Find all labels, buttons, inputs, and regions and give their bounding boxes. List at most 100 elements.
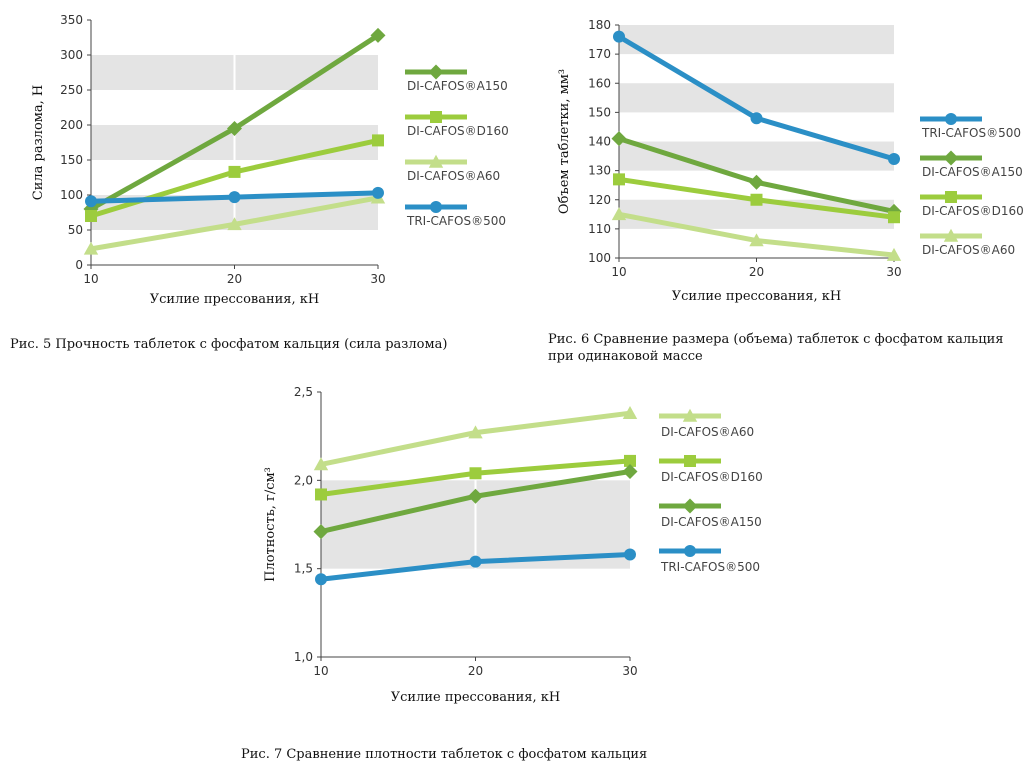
fig6-legend-marker: [945, 191, 957, 203]
fig5-data-point: [228, 191, 241, 204]
fig5-legend-entry: DI-CAFOS®A150: [405, 64, 508, 93]
fig5-y-axis-label: Сила разлома, Н: [31, 85, 46, 200]
fig7-series-TRI500: [315, 548, 636, 586]
fig6-y-tick-label: 170: [588, 47, 611, 61]
fig5-y-tick-label: 200: [60, 118, 83, 132]
fig5-data-point: [227, 121, 242, 136]
fig5-x-tick-label: 30: [370, 272, 385, 286]
fig6-legend-entry: DI-CAFOS®D160: [920, 191, 1024, 218]
fig7-y-axis-label: Плотность, г/см³: [263, 467, 278, 582]
fig6-data-point: [750, 193, 763, 206]
fig5-legend-marker: [428, 154, 444, 168]
fig6-legend-label: DI-CAFOS®A60: [922, 243, 1015, 257]
fig7-series-A150: [313, 464, 638, 540]
fig5-legend-marker: [430, 201, 442, 213]
fig6-y-tick-label: 150: [588, 105, 611, 119]
fig5-data-point: [370, 27, 386, 43]
fig7-legend-marker: [684, 455, 696, 467]
fig6-data-point: [886, 247, 902, 261]
fig6-y-tick-label: 120: [588, 193, 611, 207]
fig7-data-point: [622, 464, 638, 479]
fig6-data-point: [613, 30, 625, 43]
fig5-series-TRI500: [85, 186, 384, 208]
fig7-legend-label: DI-CAFOS®D160: [661, 470, 763, 484]
chart-fig6: 100 110 120 130 140 150 160 170 180 10 20 30 Усилие …: [557, 18, 1024, 304]
fig6-x-axis-label: Усилие прессования, кН: [672, 289, 841, 304]
fig6-series-D160: [613, 173, 900, 224]
chart-fig7: 1,0 1,5 2,0 2,5 10 20 30 Усилие прессования, кН…: [263, 385, 763, 705]
fig5-y-tick-label: 50: [68, 223, 83, 237]
fig7-legend-label: DI-CAFOS®A60: [661, 425, 754, 439]
fig5-data-point: [83, 241, 99, 255]
fig7-data-point: [313, 524, 329, 540]
fig5-data-point: [85, 195, 97, 208]
fig5-legend-label: DI-CAFOS®A60: [407, 169, 500, 183]
fig7-y-tick-label: 1,0: [294, 650, 313, 664]
fig6-x-tick-label: 20: [749, 265, 764, 279]
fig7-data-point: [313, 457, 329, 471]
fig7-legend-label: DI-CAFOS®A150: [661, 515, 762, 529]
fig5-y-tick-label: 100: [60, 188, 83, 202]
fig5-data-point: [85, 210, 97, 222]
fig6-legend-marker: [945, 113, 957, 125]
fig6-data-point: [749, 174, 764, 190]
fig7-data-point: [624, 454, 636, 467]
fig6-legend-marker: [943, 150, 959, 166]
fig5-legend-entry: DI-CAFOS®D160: [405, 111, 509, 138]
fig5-y-tick-label: 0: [75, 258, 83, 272]
fig6-legend-marker: [943, 228, 959, 242]
fig7-legend-marker: [684, 545, 696, 557]
fig6-data-point: [750, 112, 763, 125]
fig6-y-tick-label: 180: [588, 18, 611, 32]
fig7-x-axis-label: Усилие прессования, кН: [391, 690, 560, 705]
fig6-series-TRI500: [613, 30, 900, 165]
fig6-y-tick-label: 160: [588, 76, 611, 90]
fig6-y-tick-label: 140: [588, 135, 611, 149]
fig5-x-tick-label: 10: [83, 272, 98, 286]
fig7-data-point: [315, 488, 327, 501]
fig7-y-tick-label: 2,0: [294, 473, 313, 487]
fig6-caption: Рис. 6 Сравнение размера (объема) таблет…: [548, 332, 1004, 364]
fig5-legend-label: DI-CAFOS®A150: [407, 79, 508, 93]
fig7-series-D160: [315, 454, 636, 501]
fig7-x-tick-label: 30: [622, 664, 637, 678]
fig7-data-point: [469, 555, 482, 568]
fig5-y-tick-label: 350: [60, 13, 83, 27]
fig5-legend-entry: DI-CAFOS®A60: [405, 154, 500, 183]
fig7-legend-label: TRI-CAFOS®500: [660, 560, 760, 574]
fig5-y-tick-label: 300: [60, 48, 83, 62]
fig7-y-tick-label: 1,5: [294, 562, 313, 576]
fig7-y-tick-label: 2,5: [294, 385, 313, 399]
fig5-legend-label: DI-CAFOS®D160: [407, 124, 509, 138]
fig5-data-point: [228, 165, 241, 178]
fig6-legend-label: DI-CAFOS®A150: [922, 165, 1023, 179]
fig6-data-point: [888, 152, 900, 165]
fig6-y-tick-label: 100: [588, 251, 611, 265]
fig6-legend-label: TRI-CAFOS®500: [921, 126, 1021, 140]
fig6-y-axis-label: Объем таблетки, мм³: [557, 69, 572, 214]
fig5-data-point: [372, 134, 384, 147]
fig5-legend-marker: [428, 64, 444, 80]
fig7-legend-entry: TRI-CAFOS®500: [659, 545, 760, 574]
fig5-legend-marker: [430, 111, 442, 123]
fig6-series-A60: [611, 207, 902, 261]
fig7-legend-entry: DI-CAFOS®A150: [659, 498, 762, 529]
fig6-grid-band: [619, 83, 894, 113]
fig7-legend-marker: [682, 498, 698, 514]
fig5-x-tick-label: 20: [227, 272, 242, 286]
fig5-data-point: [227, 217, 242, 231]
fig7-data-point: [622, 406, 638, 419]
fig7-x-tick-label: 20: [468, 664, 483, 678]
fig7-data-point: [468, 425, 483, 439]
fig7-legend-entry: DI-CAFOS®A60: [659, 408, 754, 439]
fig7-data-point: [315, 573, 327, 586]
fig5-caption: Рис. 5 Прочность таблеток с фосфатом кал…: [10, 337, 448, 352]
fig7-data-point: [468, 488, 483, 504]
fig6-x-tick-label: 10: [611, 265, 626, 279]
fig6-legend-label: DI-CAFOS®D160: [922, 204, 1024, 218]
fig7-legend-entry: DI-CAFOS®D160: [659, 455, 763, 484]
fig7-data-point: [624, 548, 636, 561]
fig7-series-A60: [313, 406, 638, 471]
fig5-legend-label: TRI-CAFOS®500: [406, 214, 506, 228]
